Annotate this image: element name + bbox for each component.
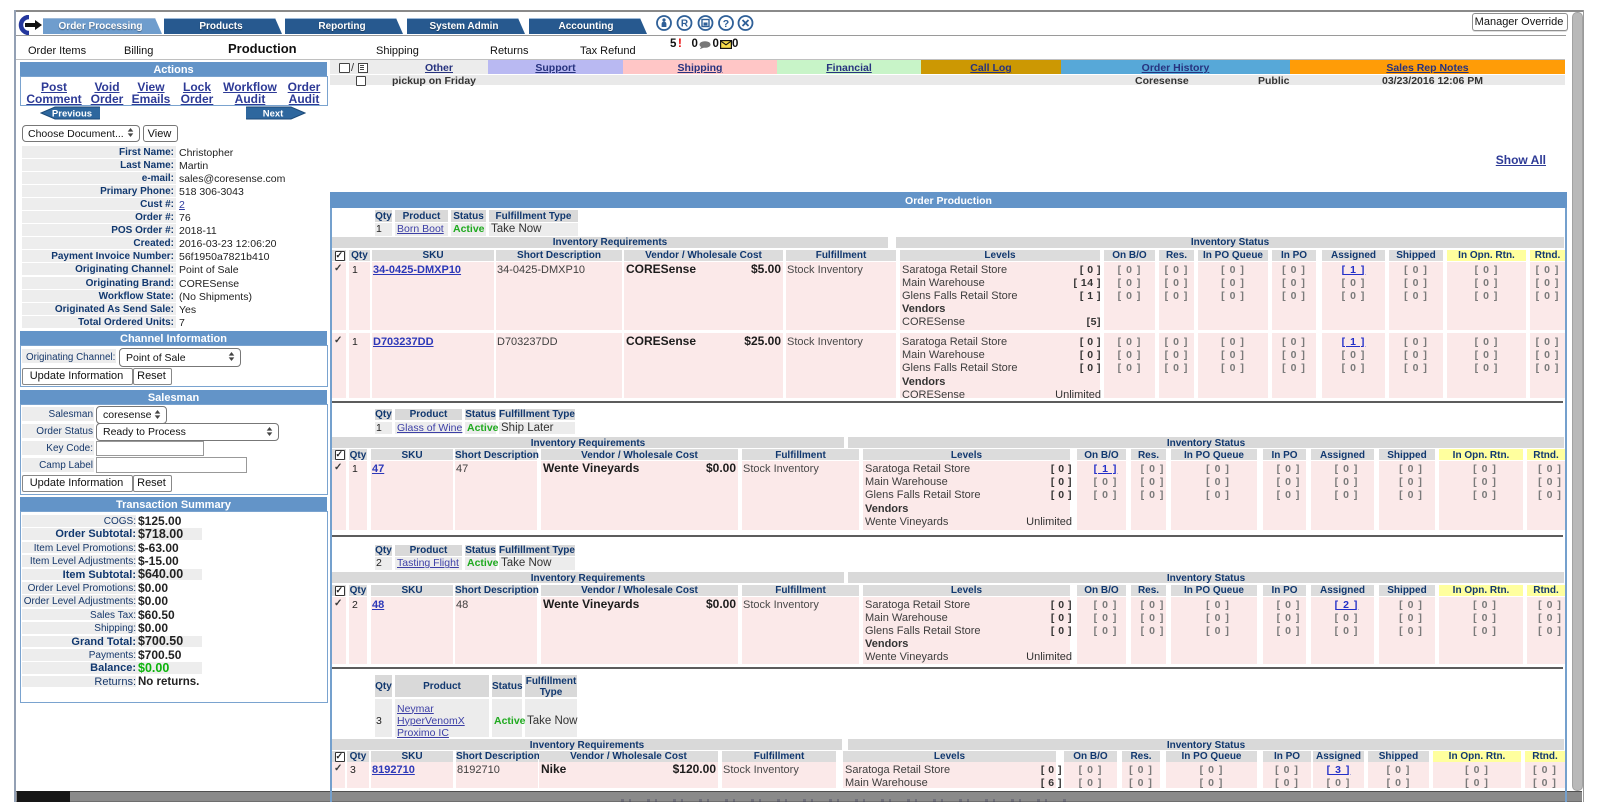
svg-text:?: ? xyxy=(723,18,729,30)
svg-text:Previous: Previous xyxy=(52,109,92,120)
svg-text:R: R xyxy=(681,19,689,30)
svg-text:Next: Next xyxy=(263,109,284,120)
